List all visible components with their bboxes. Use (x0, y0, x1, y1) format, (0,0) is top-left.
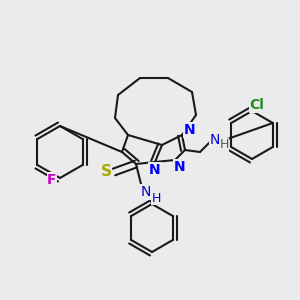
Text: Cl: Cl (250, 98, 264, 112)
Text: N: N (149, 163, 161, 177)
Text: S: S (100, 164, 112, 179)
Text: H: H (151, 191, 161, 205)
Text: N: N (184, 123, 196, 137)
Text: N: N (174, 160, 186, 174)
Text: N: N (210, 133, 220, 147)
Text: F: F (47, 173, 57, 187)
Text: H: H (219, 139, 229, 152)
Text: N: N (141, 185, 151, 199)
